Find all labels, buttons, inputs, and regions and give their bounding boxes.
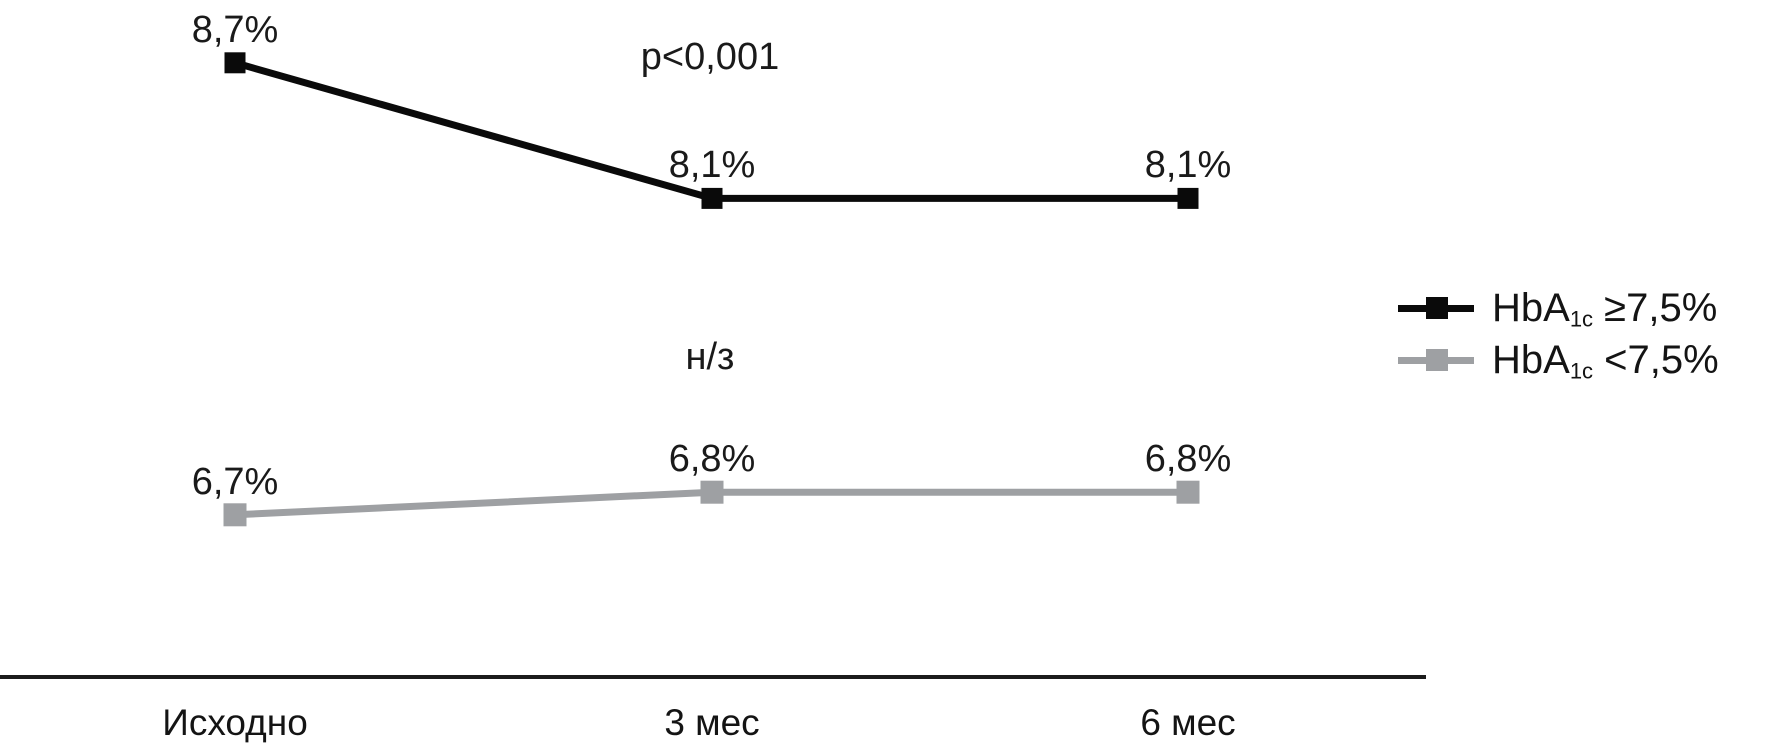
legend-label-subscript: 1c bbox=[1569, 358, 1594, 384]
legend-label: HbA1c <7,5% bbox=[1492, 337, 1719, 383]
legend-item-hba1c-low: HbA1c <7,5% bbox=[1398, 336, 1719, 384]
legend-label-prefix: HbA bbox=[1492, 338, 1570, 382]
data-point-marker bbox=[223, 503, 247, 527]
data-point-label: 8,1% bbox=[1144, 144, 1232, 187]
legend-square-marker-icon bbox=[1426, 297, 1448, 319]
data-point-label: 6,8% bbox=[668, 438, 756, 481]
x-axis-label: 3 мес bbox=[664, 702, 760, 743]
data-point-label: 6,8% bbox=[1144, 438, 1232, 481]
data-point-marker bbox=[701, 187, 723, 209]
data-point-marker bbox=[1177, 187, 1199, 209]
legend-label-suffix: <7,5% bbox=[1593, 338, 1719, 382]
legend: HbA1c ≥7,5% HbA1c <7,5% bbox=[1398, 284, 1719, 384]
annotation-significance-top: p<0,001 bbox=[640, 36, 780, 78]
legend-item-hba1c-high: HbA1c ≥7,5% bbox=[1398, 284, 1719, 332]
legend-swatch-gray-line-icon bbox=[1398, 348, 1474, 372]
data-point-marker bbox=[224, 52, 246, 74]
legend-label-suffix: ≥7,5% bbox=[1593, 286, 1718, 330]
data-point-label: 6,7% bbox=[191, 460, 279, 503]
data-point-marker bbox=[1176, 480, 1200, 504]
data-point-marker bbox=[700, 480, 724, 504]
legend-square-marker-icon bbox=[1426, 349, 1448, 371]
legend-label-subscript: 1c bbox=[1569, 306, 1594, 332]
legend-label-prefix: HbA bbox=[1492, 286, 1570, 330]
legend-swatch-black-line-icon bbox=[1398, 296, 1474, 320]
x-axis-line bbox=[0, 675, 1426, 679]
x-axis-label: 6 мес bbox=[1140, 702, 1236, 743]
annotation-significance-bottom: н/з bbox=[685, 336, 735, 378]
data-point-label: 8,7% bbox=[191, 8, 279, 51]
x-axis-label: Исходно bbox=[162, 702, 308, 743]
legend-label: HbA1c ≥7,5% bbox=[1492, 285, 1717, 331]
data-point-label: 8,1% bbox=[668, 144, 756, 187]
